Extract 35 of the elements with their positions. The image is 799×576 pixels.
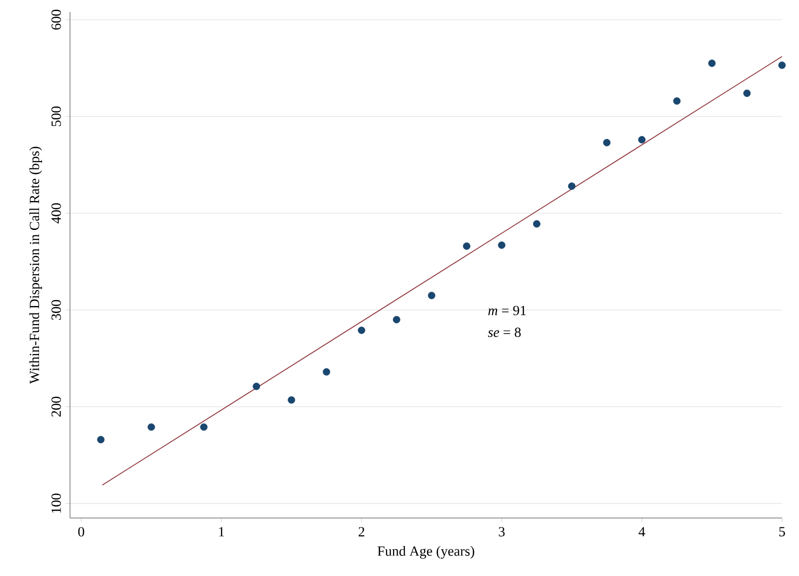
annotation: m = 91	[488, 306, 526, 316]
point	[288, 396, 296, 404]
x-tick-label: 4	[638, 527, 646, 536]
y-tick-label: 200	[51, 396, 61, 417]
point	[743, 90, 751, 97]
point	[498, 241, 506, 249]
point	[322, 368, 330, 376]
y-axis-title: Within-Fund Dispersion in Call Rate (bps)	[29, 146, 42, 384]
point	[200, 423, 208, 431]
point	[252, 382, 260, 390]
x-tick-label: 1	[219, 527, 224, 536]
point	[462, 242, 470, 250]
point	[708, 60, 716, 67]
y-tick-label: 100	[51, 494, 61, 513]
y-tick-label: 300	[51, 300, 61, 320]
point	[392, 316, 400, 324]
x-tick-label: 3	[498, 527, 505, 536]
annotation: se = 8	[488, 328, 521, 338]
y-tick-label: 500	[51, 106, 61, 126]
point	[97, 436, 105, 444]
x-tick-label: 2	[358, 527, 364, 536]
point	[603, 138, 610, 146]
y-tick-label: 400	[51, 203, 61, 224]
point	[428, 292, 436, 300]
point	[533, 220, 540, 228]
point	[358, 326, 366, 334]
point	[778, 62, 786, 69]
x-tick-label: 5	[779, 527, 785, 536]
point	[568, 182, 576, 190]
y-tick-label: 600	[51, 10, 61, 30]
x-axis-title: Fund Age (years)	[378, 546, 474, 559]
point	[148, 423, 155, 431]
x-tick-label: 0	[78, 527, 84, 537]
point	[638, 136, 646, 144]
point	[673, 97, 681, 105]
